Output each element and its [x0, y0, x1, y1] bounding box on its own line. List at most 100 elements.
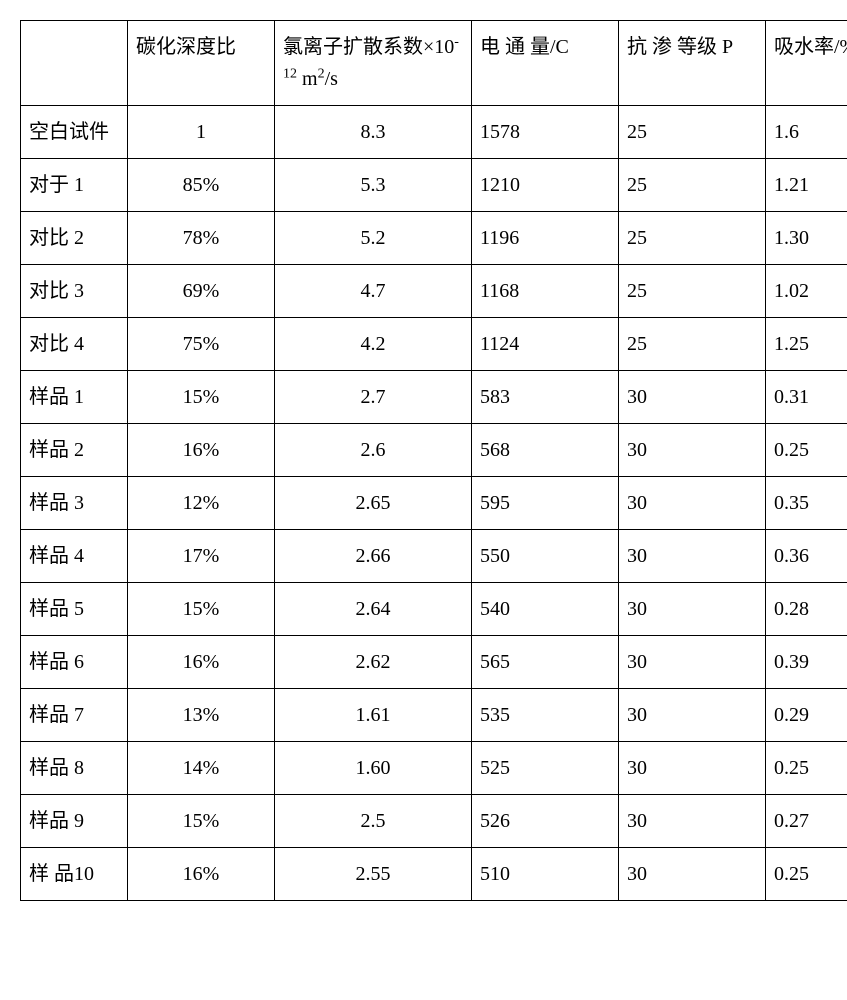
- col-header-carbonation: 碳化深度比: [128, 21, 275, 106]
- cell-elec: 1578: [472, 106, 619, 159]
- cell-carb: 17%: [128, 530, 275, 583]
- cell-carb: 16%: [128, 424, 275, 477]
- cell-perm: 30: [619, 583, 766, 636]
- table-row: 样品 616%2.62565300.39: [21, 636, 847, 689]
- cell-abs: 1.21: [766, 159, 847, 212]
- cell-diff: 2.55: [275, 848, 472, 901]
- cell-carb: 16%: [128, 848, 275, 901]
- cell-abs: 1.25: [766, 318, 847, 371]
- cell-perm: 25: [619, 106, 766, 159]
- cell-perm: 30: [619, 371, 766, 424]
- cell-name: 样品 6: [21, 636, 128, 689]
- table-row: 样品 915%2.5526300.27: [21, 795, 847, 848]
- table-row: 样品 713%1.61535300.29: [21, 689, 847, 742]
- cell-name: 对比 2: [21, 212, 128, 265]
- cell-perm: 25: [619, 318, 766, 371]
- cell-name: 样 品10: [21, 848, 128, 901]
- cell-diff: 2.7: [275, 371, 472, 424]
- cell-carb: 12%: [128, 477, 275, 530]
- cell-carb: 75%: [128, 318, 275, 371]
- cell-elec: 565: [472, 636, 619, 689]
- cell-perm: 30: [619, 424, 766, 477]
- table-row: 对比 369%4.71168251.02: [21, 265, 847, 318]
- cell-diff: 1.60: [275, 742, 472, 795]
- table-row: 样品 515%2.64540300.28: [21, 583, 847, 636]
- cell-abs: 0.25: [766, 742, 847, 795]
- cell-diff: 2.64: [275, 583, 472, 636]
- cell-elec: 1196: [472, 212, 619, 265]
- cell-elec: 1124: [472, 318, 619, 371]
- cell-carb: 15%: [128, 795, 275, 848]
- cell-carb: 1: [128, 106, 275, 159]
- table-row: 对比 278%5.21196251.30: [21, 212, 847, 265]
- cell-diff: 5.3: [275, 159, 472, 212]
- cell-abs: 1.02: [766, 265, 847, 318]
- cell-name: 样品 8: [21, 742, 128, 795]
- cell-name: 样品 4: [21, 530, 128, 583]
- cell-carb: 13%: [128, 689, 275, 742]
- cell-name: 样品 7: [21, 689, 128, 742]
- col-header-permeability: 抗 渗 等级 P: [619, 21, 766, 106]
- cell-abs: 0.29: [766, 689, 847, 742]
- table-head: 碳化深度比 氯离子扩散系数×10-12 m2/s 电 通 量/C 抗 渗 等级 …: [21, 21, 847, 106]
- cell-diff: 2.6: [275, 424, 472, 477]
- table-row: 样品 216%2.6568300.25: [21, 424, 847, 477]
- cell-name: 样品 1: [21, 371, 128, 424]
- cell-abs: 0.39: [766, 636, 847, 689]
- cell-name: 空白试件: [21, 106, 128, 159]
- cell-elec: 595: [472, 477, 619, 530]
- table-body: 空白试件18.31578251.6对于 185%5.31210251.21对比 …: [21, 106, 847, 901]
- cell-diff: 2.66: [275, 530, 472, 583]
- table-row: 样品 814%1.60525300.25: [21, 742, 847, 795]
- cell-perm: 25: [619, 212, 766, 265]
- cell-elec: 550: [472, 530, 619, 583]
- cell-perm: 25: [619, 159, 766, 212]
- cell-perm: 30: [619, 848, 766, 901]
- cell-name: 对比 4: [21, 318, 128, 371]
- table-row: 空白试件18.31578251.6: [21, 106, 847, 159]
- table-row: 对于 185%5.31210251.21: [21, 159, 847, 212]
- cell-carb: 14%: [128, 742, 275, 795]
- cell-carb: 78%: [128, 212, 275, 265]
- cell-abs: 1.30: [766, 212, 847, 265]
- cell-carb: 85%: [128, 159, 275, 212]
- col-header-electric: 电 通 量/C: [472, 21, 619, 106]
- cell-carb: 15%: [128, 371, 275, 424]
- col-header-name: [21, 21, 128, 106]
- cell-diff: 4.2: [275, 318, 472, 371]
- cell-elec: 526: [472, 795, 619, 848]
- cell-elec: 583: [472, 371, 619, 424]
- cell-abs: 0.31: [766, 371, 847, 424]
- table-row: 样品 312%2.65595300.35: [21, 477, 847, 530]
- col-header-absorption: 吸水率/%: [766, 21, 847, 106]
- cell-perm: 30: [619, 742, 766, 795]
- cell-elec: 1168: [472, 265, 619, 318]
- cell-name: 样品 2: [21, 424, 128, 477]
- cell-diff: 8.3: [275, 106, 472, 159]
- cell-diff: 2.5: [275, 795, 472, 848]
- cell-abs: 0.28: [766, 583, 847, 636]
- cell-abs: 0.25: [766, 424, 847, 477]
- cell-elec: 535: [472, 689, 619, 742]
- cell-name: 样品 3: [21, 477, 128, 530]
- cell-diff: 2.65: [275, 477, 472, 530]
- cell-diff: 1.61: [275, 689, 472, 742]
- cell-abs: 1.6: [766, 106, 847, 159]
- cell-perm: 30: [619, 530, 766, 583]
- cell-name: 对于 1: [21, 159, 128, 212]
- cell-abs: 0.36: [766, 530, 847, 583]
- cell-carb: 69%: [128, 265, 275, 318]
- header-row: 碳化深度比 氯离子扩散系数×10-12 m2/s 电 通 量/C 抗 渗 等级 …: [21, 21, 847, 106]
- cell-elec: 525: [472, 742, 619, 795]
- cell-name: 样品 9: [21, 795, 128, 848]
- cell-elec: 510: [472, 848, 619, 901]
- cell-diff: 2.62: [275, 636, 472, 689]
- table-row: 样品 115%2.7583300.31: [21, 371, 847, 424]
- cell-name: 样品 5: [21, 583, 128, 636]
- cell-abs: 0.27: [766, 795, 847, 848]
- cell-elec: 540: [472, 583, 619, 636]
- col-header-diffusion: 氯离子扩散系数×10-12 m2/s: [275, 21, 472, 106]
- cell-diff: 5.2: [275, 212, 472, 265]
- cell-elec: 568: [472, 424, 619, 477]
- cell-perm: 30: [619, 795, 766, 848]
